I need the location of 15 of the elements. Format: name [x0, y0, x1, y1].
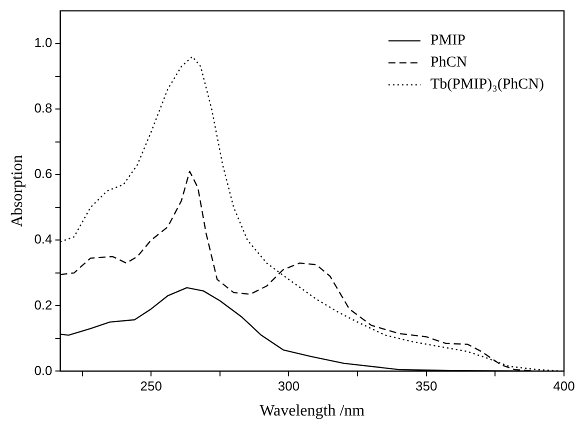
y-tick-label: 0.2: [34, 297, 52, 312]
x-tick-label: 350: [416, 378, 438, 394]
legend-label: PMIP: [430, 32, 466, 49]
y-axis-title: Absorption: [8, 155, 26, 227]
x-axis-title: Wavelength /nm: [260, 402, 366, 420]
y-tick-label: 1.0: [34, 35, 52, 50]
legend-label: Tb(PMIP)₃(PhCN): [430, 76, 544, 93]
legend-label: PhCN: [430, 54, 468, 71]
x-tick-label: 250: [140, 378, 162, 394]
x-tick-label: 400: [553, 378, 575, 394]
y-tick-label: 0.0: [34, 362, 52, 378]
y-tick-label: 0.4: [34, 232, 52, 247]
y-tick-label: 0.8: [34, 100, 52, 116]
x-tick-label: 300: [278, 378, 300, 394]
y-tick-label: 0.6: [34, 166, 52, 182]
